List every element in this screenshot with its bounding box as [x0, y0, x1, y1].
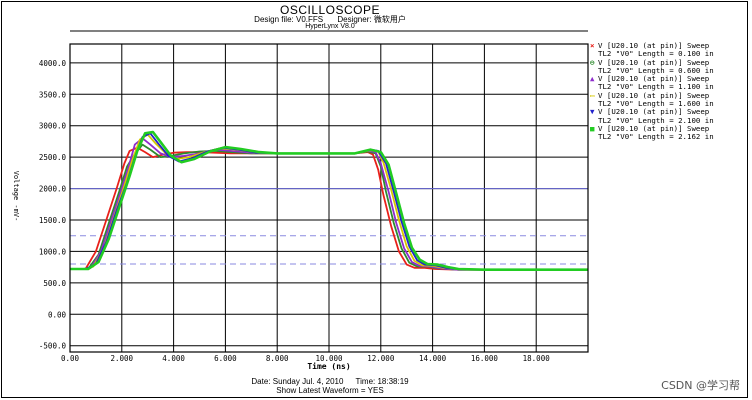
design-file-label: Design file: — [254, 15, 294, 24]
y-tick-label-4: 2000.0 — [39, 185, 67, 194]
x-tick-label-1: 2.000 — [111, 354, 134, 363]
legend-series-name: V [U20.10 (at pin)] Sweep — [598, 90, 710, 100]
tool-version: HyperLynx V8.0 — [305, 23, 355, 30]
legend-series-detail: TL2 "V0" Length = 2.100 in — [598, 115, 714, 125]
legend-series-name: V [U20.10 (at pin)] Sweep — [598, 74, 710, 84]
legend-series-detail: TL2 "V0" Length = 2.162 in — [598, 132, 714, 142]
timestamp-line: Date: Sunday Jul. 4, 2010 Time: 18:38:19 — [0, 377, 660, 386]
y-tick-label-1: 3500.0 — [39, 90, 67, 99]
legend-entry-1: ⊖ V [U20.10 (at pin)] Sweep TL2 "V0" Lengt… — [590, 57, 748, 76]
x-tick-label-5: 10.000 — [315, 354, 343, 363]
chart-title: OSCILLOSCOPE — [279, 3, 381, 17]
legend-marker-icon: ▼ — [590, 107, 595, 117]
grid-lines — [69, 44, 589, 352]
y-tick-label-9: -500.0 — [39, 342, 67, 351]
design-file-value: V0.FFS — [295, 15, 324, 24]
time-label: Time: — [355, 377, 376, 386]
y-tick-label-2: 3000.0 — [39, 122, 67, 131]
tick-labels: 0.00 2.000 4.000 6.000 8.000 10.000 12.000 14.0… — [39, 59, 550, 363]
legend-entry-3: ▭ V [U20.10 (at pin)] Sweep TL2 "V0" Lengt… — [590, 90, 748, 109]
legend-marker-icon: ⊖ — [590, 57, 595, 67]
x-tick-label-0: 0.00 — [61, 354, 80, 363]
legend-series-detail: TL2 "V0" Length = 1.100 in — [598, 82, 714, 92]
y-tick-label-3: 2500.0 — [39, 153, 67, 162]
legend-series-name: V [U20.10 (at pin)] Sweep — [598, 107, 710, 117]
legend: × V [U20.10 (at pin)] Sweep TL2 "V0" Lengt… — [590, 42, 748, 142]
legend-series-detail: TL2 "V0" Length = 1.600 in — [598, 99, 714, 109]
plot-area-border — [69, 43, 589, 353]
y-tick-label-6: 1000.0 — [39, 247, 67, 256]
legend-series-name: V [U20.10 (at pin)] Sweep — [598, 123, 710, 133]
design-info: Design file: V0.FFS Designer: 微软用户 — [0, 14, 660, 25]
show-latest-waveform: Show Latest Waveform = YES — [276, 386, 384, 395]
date-label: Date: — [251, 377, 271, 386]
legend-series-name: V [U20.10 (at pin)] Sweep — [598, 42, 710, 50]
x-tick-label-8: 16.000 — [471, 354, 499, 363]
reference-lines — [70, 188, 588, 265]
legend-series-name: V [U20.10 (at pin)] Sweep — [598, 57, 710, 67]
y-tick-label-8: 0.00 — [48, 310, 67, 319]
legend-entry-5: ■ V [U20.10 (at pin)] Sweep TL2 "V0" Lengt… — [590, 123, 748, 142]
x-tick-label-4: 8.000 — [266, 354, 289, 363]
x-axis-label: Time (ns) — [307, 361, 350, 371]
legend-marker-icon: ■ — [590, 123, 595, 133]
series-lines — [70, 130, 588, 272]
x-tick-label-3: 6.000 — [214, 354, 237, 363]
legend-entry-2: ▲ V [U20.10 (at pin)] Sweep TL2 "V0" Lengt… — [590, 74, 748, 92]
designer-label: Designer: — [337, 15, 372, 24]
x-tick-label-9: 18.000 — [523, 354, 551, 363]
legend-series-detail: TL2 "V0" Length = 0.100 in — [598, 49, 714, 59]
series-line-5 — [70, 130, 588, 272]
x-tick-label-2: 4.000 — [162, 354, 185, 363]
legend-marker-icon: ▲ — [590, 74, 595, 84]
legend-entry-0: × V [U20.10 (at pin)] Sweep TL2 "V0" Lengt… — [590, 42, 748, 59]
y-tick-label-7: 500.0 — [43, 279, 66, 288]
x-tick-label-6: 12.000 — [367, 354, 395, 363]
watermark: CSDN @学习帮 — [661, 379, 740, 392]
legend-series-detail: TL2 "V0" Length = 0.600 in — [598, 65, 714, 75]
time-value: 18:38:19 — [377, 377, 409, 386]
legend-marker-icon: × — [590, 42, 595, 50]
designer-value: 微软用户 — [373, 15, 406, 24]
y-tick-label-0: 4000.0 — [39, 59, 67, 68]
y-tick-label-5: 1500.0 — [39, 216, 67, 225]
legend-entry-4: ▼ V [U20.10 (at pin)] Sweep TL2 "V0" Lengt… — [590, 108, 748, 125]
date-value: Sunday Jul. 4, 2010 — [272, 377, 344, 386]
y-axis-label: Voltage -mV- — [12, 171, 20, 222]
x-tick-label-7: 14.000 — [419, 354, 447, 363]
legend-marker-icon: ▭ — [590, 90, 595, 100]
